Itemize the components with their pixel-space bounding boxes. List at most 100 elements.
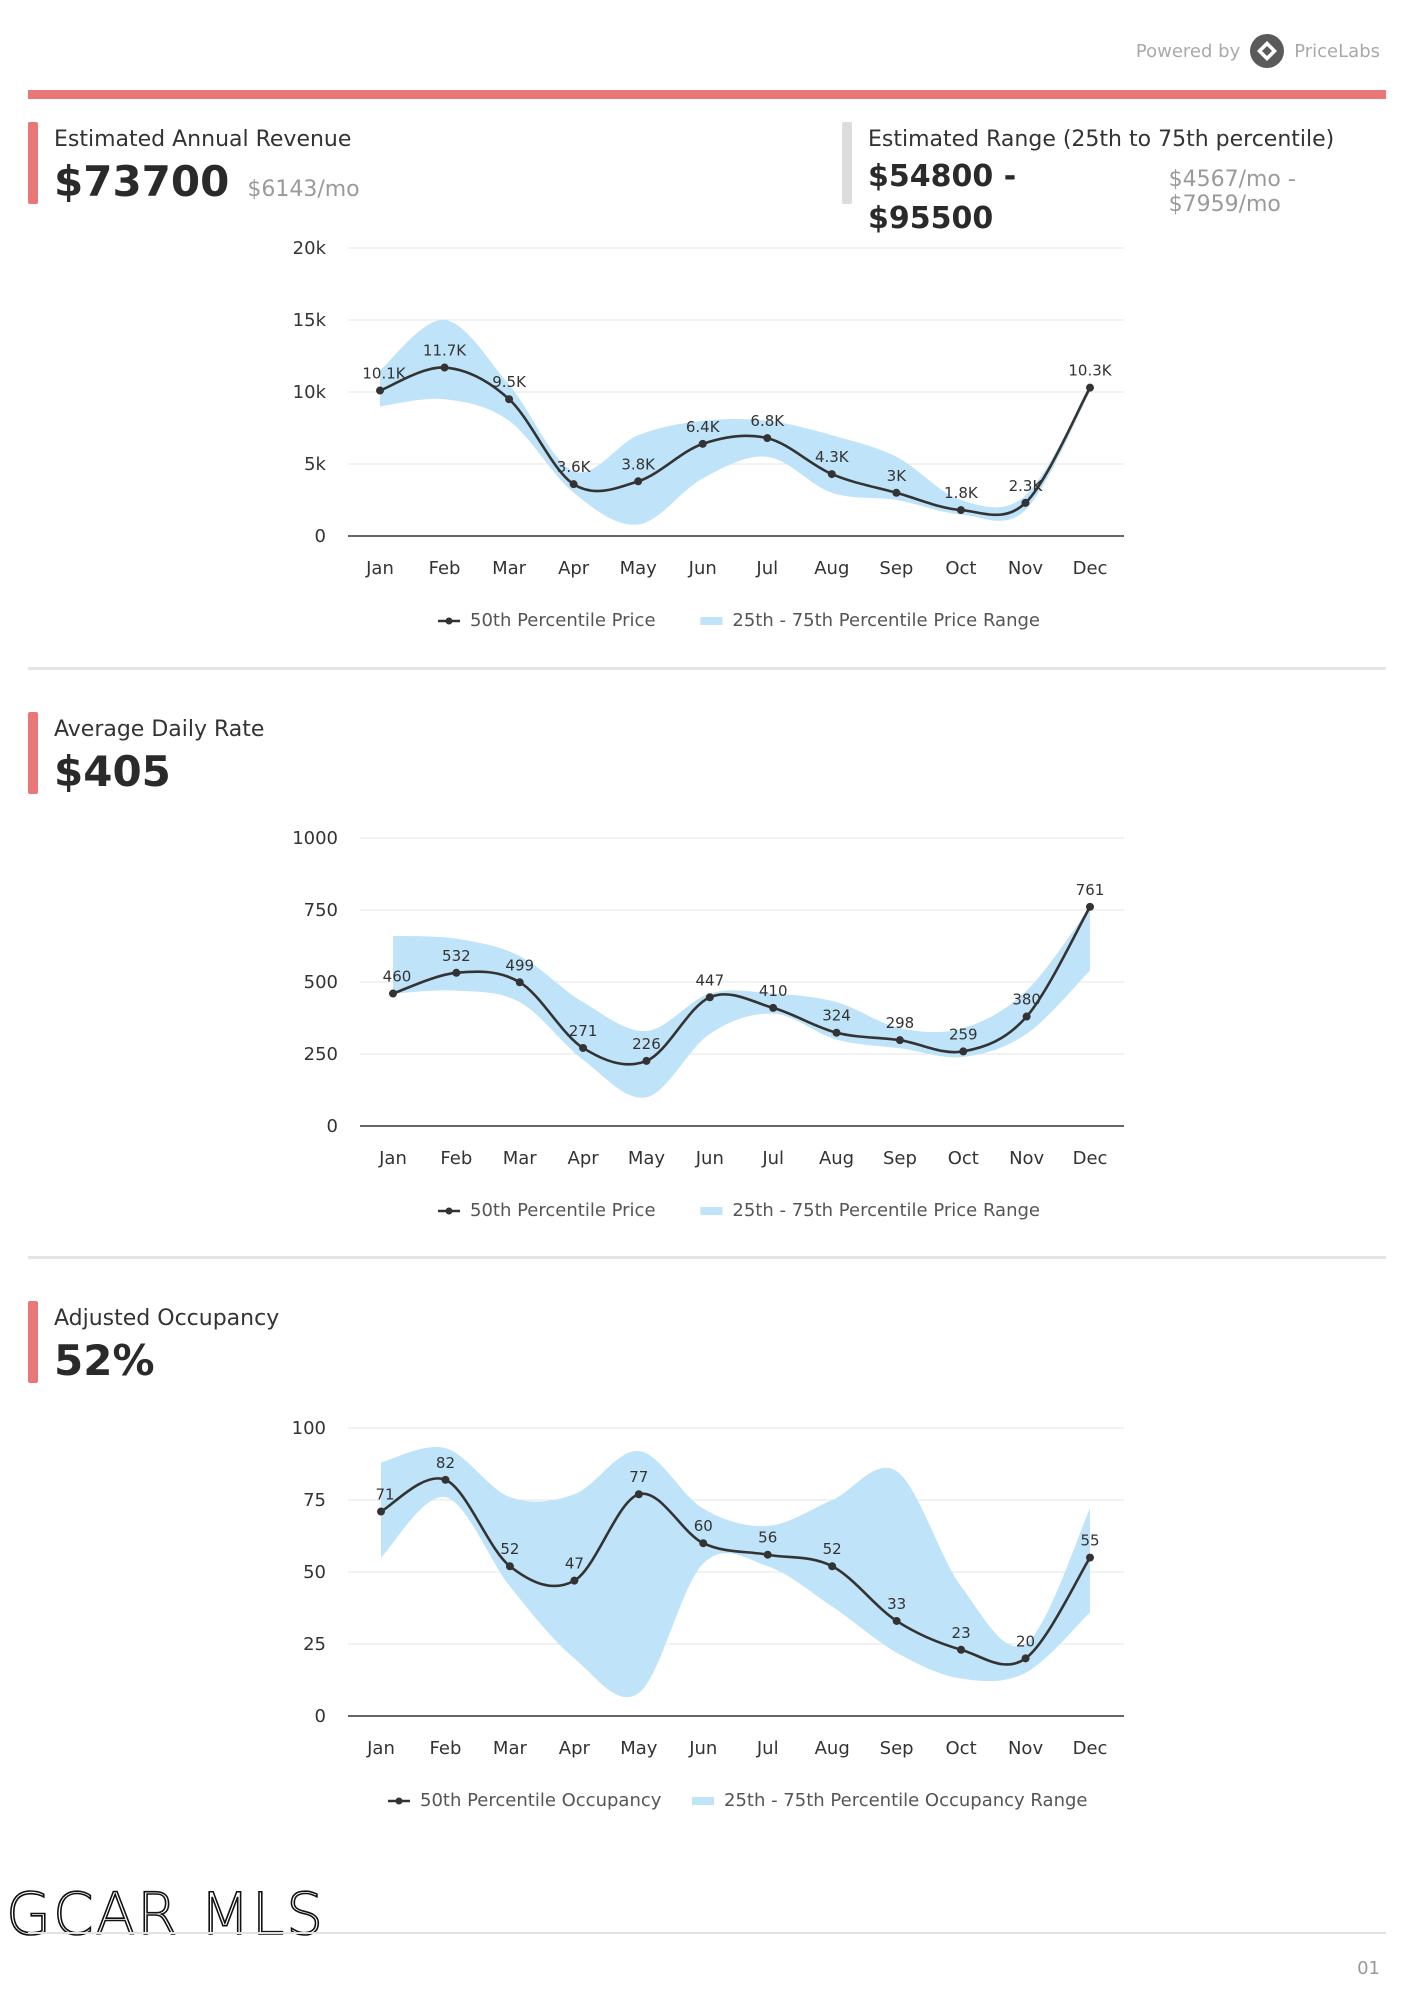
legend-entry: 25th - 75th Percentile Price Range <box>732 610 1040 631</box>
occupancy-kpi: Adjusted Occupancy 52% <box>28 1301 279 1387</box>
x-tick-label: Sep <box>880 1738 914 1759</box>
legend-entry: 25th - 75th Percentile Price Range <box>732 1200 1040 1221</box>
legend-entry: 50th Percentile Price <box>470 610 656 631</box>
data-label: 47 <box>565 1555 584 1573</box>
data-point <box>642 1056 651 1065</box>
x-tick-label: Jan <box>366 1738 395 1759</box>
data-label: 71 <box>375 1486 394 1504</box>
x-tick-label: Jul <box>756 1738 779 1759</box>
data-label: 298 <box>886 1014 915 1032</box>
data-point <box>959 1047 968 1056</box>
x-tick-label: Mar <box>503 1148 538 1169</box>
data-label: 380 <box>1012 991 1041 1009</box>
legend-marker-icon <box>445 617 453 625</box>
x-tick-label: Mar <box>493 1738 528 1759</box>
data-point <box>763 434 772 443</box>
x-tick-label: Nov <box>1009 1148 1044 1169</box>
y-tick-label: 500 <box>304 972 338 993</box>
occupancy-label: Adjusted Occupancy <box>54 1306 280 1331</box>
x-tick-label: Sep <box>879 558 913 579</box>
legend-marker-icon <box>395 1797 403 1805</box>
data-label: 55 <box>1080 1532 1099 1550</box>
x-tick-label: Aug <box>815 1738 850 1759</box>
y-tick-label: 100 <box>292 1418 326 1439</box>
x-tick-label: Oct <box>946 1738 977 1759</box>
legend-entry: 25th - 75th Percentile Occupancy Range <box>724 1790 1087 1811</box>
data-label: 52 <box>500 1540 519 1558</box>
data-label: 4.3K <box>815 448 850 466</box>
data-point <box>441 1475 450 1484</box>
data-label: 82 <box>436 1454 455 1472</box>
x-tick-label: May <box>628 1148 666 1169</box>
x-tick-label: Jan <box>365 558 394 579</box>
data-point <box>957 1645 966 1654</box>
y-tick-label: 50 <box>303 1562 326 1583</box>
data-point <box>505 395 514 404</box>
data-label: 6.8K <box>750 412 785 430</box>
data-point <box>569 480 578 489</box>
legend-entry: 50th Percentile Price <box>470 1200 656 1221</box>
data-label: 60 <box>694 1517 713 1535</box>
x-tick-label: May <box>620 558 658 579</box>
data-point <box>698 439 707 448</box>
data-label: 2.3K <box>1009 477 1044 495</box>
median-line <box>380 1477 1092 1666</box>
data-label: 410 <box>759 982 788 1000</box>
x-tick-label: Jan <box>378 1148 407 1169</box>
y-tick-label: 25 <box>303 1634 326 1655</box>
y-tick-label: 0 <box>315 526 326 547</box>
data-point <box>452 968 461 977</box>
data-point <box>1086 383 1094 392</box>
legend-entry: 50th Percentile Occupancy <box>420 1790 662 1811</box>
adr-chart: 0 250 500 750 1000 Jan Feb Mar Apr May Jun Jul Aug Se… <box>292 828 1124 1221</box>
x-tick-label: Nov <box>1008 1738 1043 1759</box>
data-point <box>440 363 449 372</box>
data-label: 3.8K <box>621 455 656 473</box>
x-tick-label: Apr <box>559 1738 591 1759</box>
legend-band-icon <box>700 1207 723 1215</box>
x-tick-label: Jun <box>688 558 717 579</box>
section-divider <box>28 667 1386 670</box>
data-label: 1.8K <box>944 484 979 502</box>
y-tick-label: 15k <box>293 310 327 331</box>
x-tick-label: Jun <box>688 1738 717 1759</box>
data-point <box>634 1490 643 1499</box>
data-point <box>763 1550 772 1559</box>
x-tick-label: Mar <box>492 558 527 579</box>
x-tick-label: Apr <box>568 1148 600 1169</box>
data-point <box>892 1616 901 1625</box>
data-point <box>828 1562 837 1571</box>
brand-name: PriceLabs <box>1294 40 1380 62</box>
kpi-marker <box>28 122 38 204</box>
estimated-range-value: $54800 - $95500 <box>868 159 1017 236</box>
legend-band-icon <box>700 617 723 625</box>
occupancy-value: 52% <box>54 1336 155 1385</box>
y-tick-label: 250 <box>304 1044 338 1065</box>
x-tick-label: Jun <box>695 1148 724 1169</box>
legend-marker-icon <box>445 1207 453 1215</box>
y-tick-label: 1000 <box>292 828 338 849</box>
adr-value: $405 <box>54 747 171 796</box>
data-label: 499 <box>505 956 534 974</box>
data-point <box>827 470 836 479</box>
y-tick-label: 75 <box>303 1490 326 1511</box>
data-point <box>376 386 384 395</box>
annual-revenue-per-month: $6143/mo <box>247 177 360 202</box>
powered-by: Powered by PriceLabs <box>1136 34 1380 68</box>
data-point <box>956 506 965 515</box>
x-tick-label: Oct <box>945 558 976 579</box>
data-label: 447 <box>695 971 724 989</box>
x-tick-label: Dec <box>1073 558 1108 579</box>
powered-by-label: Powered by <box>1135 40 1241 62</box>
data-point <box>1021 1654 1030 1663</box>
data-point <box>1086 1553 1094 1562</box>
estimated-range-per-month: $4567/mo - $7959/mo <box>1168 167 1296 217</box>
x-tick-label: Feb <box>429 558 461 579</box>
data-label: 226 <box>632 1035 661 1053</box>
section-divider <box>28 1256 1386 1259</box>
pricelabs-logo-icon <box>1250 34 1285 68</box>
x-tick-label: May <box>620 1738 658 1759</box>
annual-revenue-kpi: Estimated Annual Revenue $73700 $6143/mo <box>28 122 360 208</box>
data-point <box>769 1003 778 1012</box>
data-label: 3K <box>887 467 908 485</box>
